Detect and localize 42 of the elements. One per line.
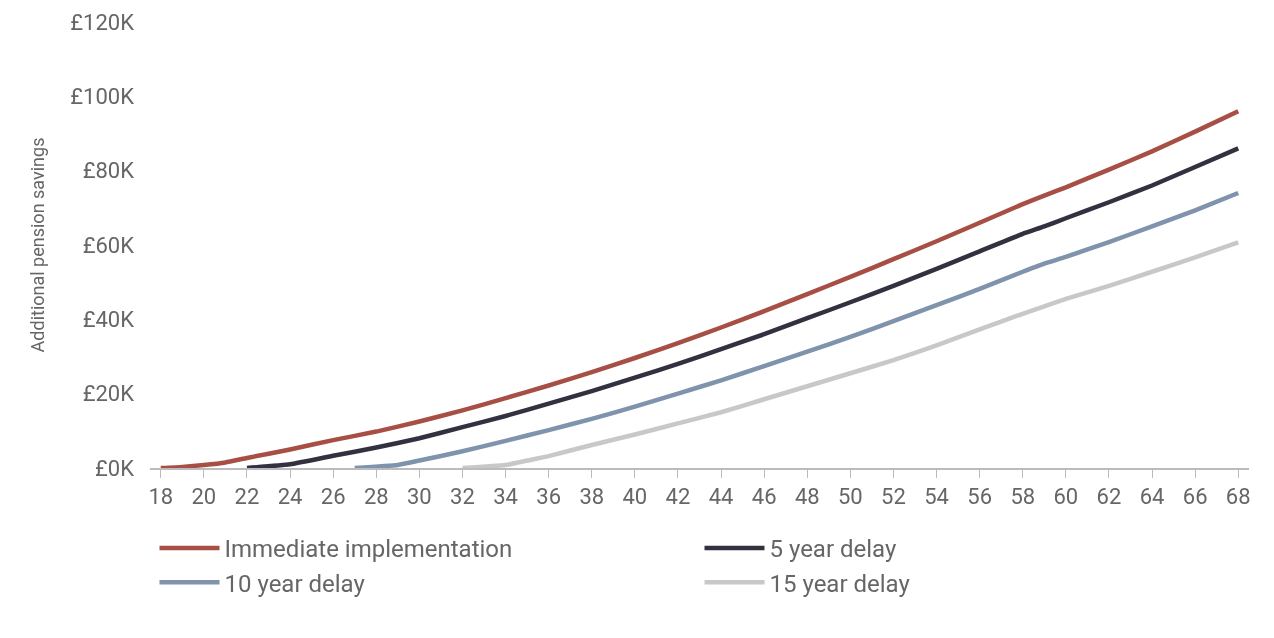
x-tick-label: 64 [1139,484,1165,510]
y-tick-label: £100K [70,84,135,110]
x-tick-label: 30 [406,484,432,510]
x-tick-label: 26 [320,484,346,510]
y-tick-label: £120K [70,9,135,35]
legend-label: 5 year delay [769,535,897,564]
x-tick-label: 24 [277,484,303,510]
y-tick-label: £60K [82,232,135,258]
x-tick-label: 32 [450,484,475,510]
x-tick-label: 34 [493,484,518,510]
x-tick-label: 66 [1182,484,1208,510]
x-tick-label: 54 [924,484,949,510]
x-tick-label: 28 [363,484,389,510]
legend-label: 10 year delay [224,569,366,598]
y-tick-label: £80K [82,158,135,184]
line-series [244,146,1241,468]
x-tick-label: 62 [1096,484,1122,510]
x-tick-label: 18 [148,484,174,510]
x-tick-label: 22 [234,484,260,510]
line-series [460,240,1241,468]
x-tick-label: 46 [751,484,777,510]
x-tick-label: 50 [837,484,863,510]
y-tick-label: £40K [82,307,135,333]
x-tick-label: 52 [881,484,906,510]
x-tick-label: 44 [708,484,734,510]
x-tick-label: 42 [665,484,691,510]
y-axis-title: Additional pension savings [27,137,49,353]
legend-label: 15 year delay [769,569,911,598]
line-series [352,190,1241,468]
x-tick-label: 40 [622,484,648,510]
x-tick-label: 68 [1225,484,1251,510]
x-tick-label: 48 [794,484,820,510]
y-tick-label: £20K [82,381,135,407]
y-tick-label: £0K [95,455,135,481]
x-tick-label: 36 [536,484,562,510]
x-tick-label: 58 [1010,484,1036,510]
x-tick-label: 38 [579,484,605,510]
x-tick-label: 60 [1053,484,1079,510]
x-tick-label: 20 [191,484,217,510]
line-series [158,108,1241,468]
x-tick-label: 56 [967,484,993,510]
legend-label: Immediate implementation [224,535,513,564]
